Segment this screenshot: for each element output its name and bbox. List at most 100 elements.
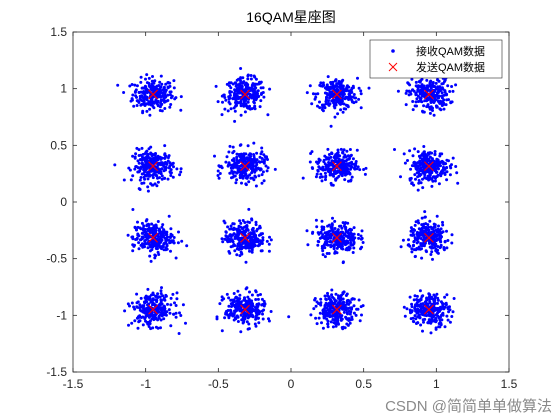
received-point <box>265 169 269 173</box>
received-point <box>441 223 445 227</box>
received-point <box>169 96 173 100</box>
received-point <box>344 315 348 319</box>
received-point <box>259 99 263 103</box>
x-tick-label: 0 <box>288 377 295 391</box>
received-point <box>147 76 151 80</box>
received-point <box>344 242 348 246</box>
received-point <box>166 81 170 85</box>
received-point <box>419 242 423 246</box>
received-point <box>430 157 434 161</box>
received-point <box>417 298 421 302</box>
received-point <box>141 323 145 327</box>
received-point <box>415 230 419 234</box>
received-point <box>145 73 149 77</box>
received-point <box>259 293 262 296</box>
received-point <box>231 166 235 170</box>
received-point <box>333 227 337 230</box>
received-point <box>227 95 231 99</box>
received-point <box>334 299 338 303</box>
received-point <box>231 233 235 237</box>
received-point <box>334 230 338 234</box>
received-point <box>252 154 256 158</box>
received-point <box>264 164 268 168</box>
received-point <box>416 315 420 319</box>
received-point <box>256 237 260 241</box>
received-point <box>346 235 350 239</box>
received-point <box>349 178 353 182</box>
received-point <box>237 231 241 235</box>
received-point <box>262 161 266 165</box>
received-point <box>435 214 439 218</box>
received-point <box>310 166 314 170</box>
received-point <box>238 143 242 147</box>
received-point <box>337 157 341 161</box>
received-point <box>230 158 234 162</box>
received-point <box>149 145 153 149</box>
received-point <box>224 160 228 164</box>
received-point <box>352 232 356 236</box>
received-point <box>360 313 363 317</box>
received-point <box>428 219 432 223</box>
received-point <box>409 167 413 171</box>
received-point <box>144 319 147 323</box>
received-point <box>324 178 327 182</box>
received-point <box>428 314 431 318</box>
received-point <box>441 220 444 224</box>
received-point <box>149 300 153 304</box>
sent-point <box>148 89 158 100</box>
received-point <box>257 82 261 86</box>
received-point <box>133 83 137 87</box>
received-point <box>175 297 179 301</box>
received-point <box>430 151 434 155</box>
received-point <box>133 167 137 171</box>
received-point <box>401 238 405 242</box>
received-point <box>436 309 440 313</box>
received-point <box>340 293 343 297</box>
received-point <box>437 182 441 186</box>
received-point <box>234 163 238 167</box>
sent-point <box>424 89 434 100</box>
received-point <box>136 170 140 174</box>
received-point <box>337 244 340 248</box>
received-point <box>329 320 333 324</box>
received-point <box>151 245 155 249</box>
received-point <box>406 243 410 247</box>
received-point <box>415 168 419 171</box>
received-point <box>152 313 155 317</box>
received-point <box>419 237 423 240</box>
received-point <box>148 157 152 161</box>
received-point <box>446 84 450 88</box>
received-point <box>341 300 345 304</box>
received-point <box>437 322 441 326</box>
received-point <box>151 297 155 301</box>
received-point <box>220 237 224 241</box>
received-point <box>237 238 241 242</box>
received-point <box>433 225 437 229</box>
received-point <box>330 90 334 94</box>
received-point <box>248 173 252 177</box>
received-point <box>420 223 424 227</box>
received-point <box>216 169 220 173</box>
received-point <box>142 224 146 228</box>
received-point <box>424 307 428 311</box>
received-point <box>153 79 157 83</box>
received-point <box>352 246 356 250</box>
received-point <box>221 100 224 104</box>
received-point <box>252 95 256 99</box>
received-point <box>432 222 436 226</box>
sent-point <box>240 89 250 100</box>
received-point <box>426 225 430 229</box>
received-point <box>443 90 447 94</box>
received-point <box>233 305 237 309</box>
received-point <box>350 315 354 319</box>
received-point <box>140 221 144 225</box>
received-point <box>418 99 422 103</box>
received-point <box>148 235 152 239</box>
received-point <box>255 303 259 307</box>
received-point <box>251 168 255 172</box>
received-point <box>432 301 436 305</box>
received-point <box>226 313 230 317</box>
received-point <box>261 170 265 174</box>
received-point <box>411 100 415 103</box>
received-point <box>235 247 239 251</box>
